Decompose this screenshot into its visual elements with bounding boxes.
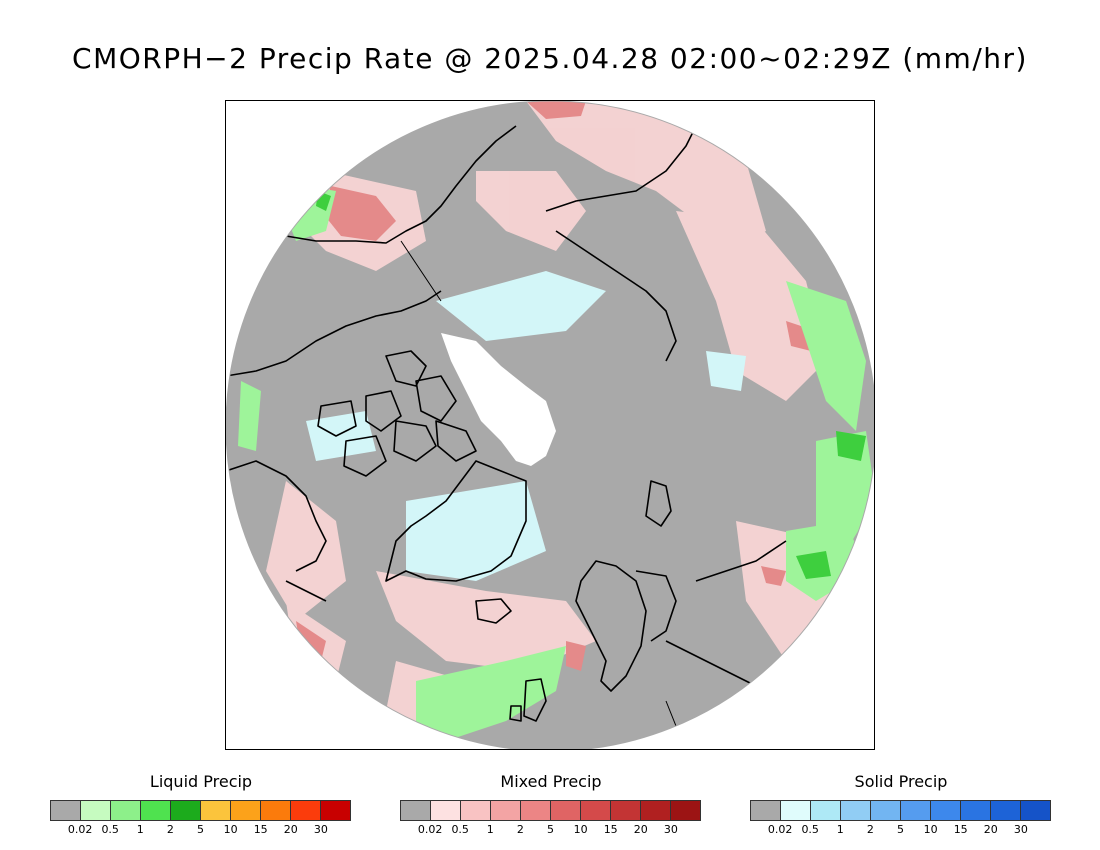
coastlines (226, 125, 827, 722)
tick-label: 1 (486, 823, 494, 836)
legend-swatch (291, 801, 321, 820)
tick-label: 10 (223, 823, 238, 836)
map-panel (225, 100, 875, 750)
tick-label: 0.5 (101, 823, 119, 836)
tick-label: 30 (313, 823, 328, 836)
legend-swatch (321, 801, 350, 820)
legend-swatch (1021, 801, 1050, 820)
legend-swatch (551, 801, 581, 820)
legend-swatch (201, 801, 231, 820)
tick-label: 2 (866, 823, 874, 836)
legend-swatch (611, 801, 641, 820)
legend-swatch (141, 801, 171, 820)
color-bar (400, 800, 701, 821)
tick-label: 15 (953, 823, 968, 836)
tick-label: 5 (547, 823, 554, 836)
legend-swatch (901, 801, 931, 820)
color-bar (50, 800, 351, 821)
moderate-liquid-precip-areas (316, 191, 866, 579)
tick-label: 0.5 (451, 823, 469, 836)
legend-swatch (491, 801, 521, 820)
legend-swatch (811, 801, 841, 820)
legend-swatch (261, 801, 291, 820)
legend-swatch (871, 801, 901, 820)
tick-label: 15 (253, 823, 268, 836)
tick-label: 1 (136, 823, 144, 836)
legend-swatch (581, 801, 611, 820)
tick-label: 10 (923, 823, 938, 836)
legend-swatch (111, 801, 141, 820)
tick-label: 15 (603, 823, 618, 836)
legend-swatch (171, 801, 201, 820)
tick-label: 20 (633, 823, 648, 836)
tick-labels: 0.02 0.5 1 2 5 10 15 20 30 (50, 823, 352, 837)
legend-swatch (931, 801, 961, 820)
tick-label: 20 (283, 823, 298, 836)
legend-swatch (991, 801, 1021, 820)
legend-swatch (671, 801, 700, 820)
legend-swatch (841, 801, 871, 820)
polar-no-data-area (441, 333, 556, 466)
tick-label: 30 (1013, 823, 1028, 836)
legend-swatch (51, 801, 81, 820)
tick-label: 5 (197, 823, 204, 836)
legend-swatch (431, 801, 461, 820)
legend-liquid: Liquid Precip 0.02 0.5 1 2 5 10 15 20 30 (50, 772, 352, 842)
tick-label: 2 (166, 823, 174, 836)
legend-swatch (461, 801, 491, 820)
legend-swatch (781, 801, 811, 820)
legend-solid: Solid Precip 0.02 0.5 1 2 5 10 15 20 30 (750, 772, 1052, 842)
legend-title: Solid Precip (854, 772, 948, 791)
polar-precip-map (226, 101, 874, 749)
tick-label: 2 (516, 823, 524, 836)
color-bar (750, 800, 1051, 821)
tick-labels: 0.02 0.5 1 2 5 10 15 20 30 (750, 823, 1052, 837)
legend-title: Liquid Precip (149, 772, 253, 791)
legend-swatch (961, 801, 991, 820)
legend-swatch (401, 801, 431, 820)
map-title: CMORPH−2 Precip Rate @ 2025.04.28 02:00~… (72, 42, 1028, 75)
tick-label: 0.02 (67, 823, 93, 836)
tick-label: 30 (663, 823, 678, 836)
tick-label: 10 (573, 823, 588, 836)
tick-labels: 0.02 0.5 1 2 5 10 15 20 30 (400, 823, 702, 837)
tick-label: 0.5 (801, 823, 819, 836)
legend-title: Mixed Precip (500, 772, 602, 791)
legend-swatch (81, 801, 111, 820)
tick-label: 1 (836, 823, 844, 836)
legend-mixed: Mixed Precip 0.02 0.5 1 2 5 10 15 20 30 (400, 772, 702, 842)
legend-swatch (641, 801, 671, 820)
legend-swatch (231, 801, 261, 820)
legend-swatch (521, 801, 551, 820)
tick-label: 5 (897, 823, 904, 836)
tick-label: 0.02 (417, 823, 443, 836)
legend-swatch (751, 801, 781, 820)
tick-label: 0.02 (767, 823, 793, 836)
tick-label: 20 (983, 823, 998, 836)
